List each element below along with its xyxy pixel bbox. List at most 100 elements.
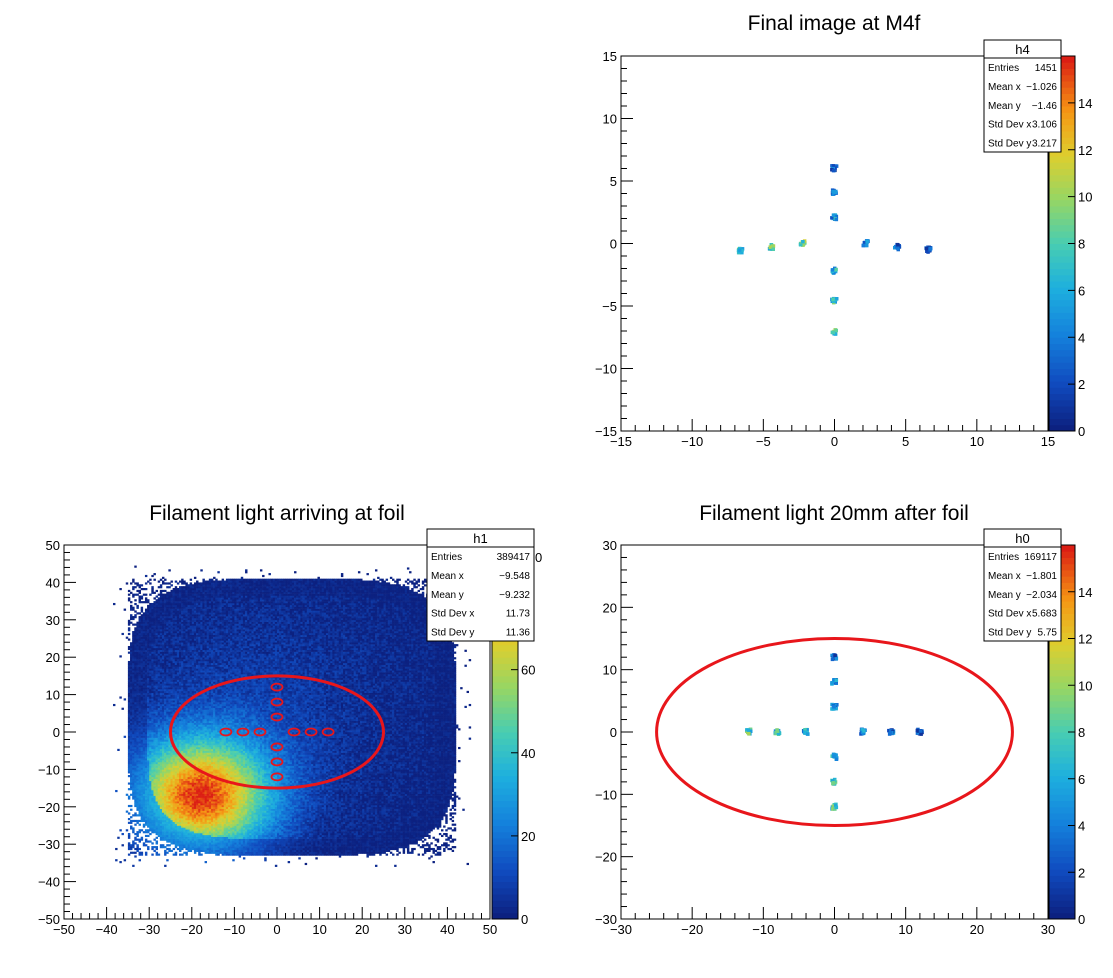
- stats-label: Entries: [431, 552, 462, 563]
- x-tick-label: −10: [681, 434, 703, 449]
- stats-label: Mean x: [431, 571, 464, 582]
- stats-label: Mean y: [431, 590, 464, 601]
- spot: [830, 678, 838, 686]
- x-tick-label: 5: [902, 434, 909, 449]
- spot: [831, 188, 838, 196]
- y-tick-label: 5: [610, 174, 617, 189]
- x-tick-label: 30: [398, 922, 412, 937]
- colorbar-tick-label: 10: [1078, 678, 1092, 693]
- stats-name: h1: [473, 531, 487, 546]
- stats-label: Mean x: [988, 82, 1021, 93]
- stats-value: 11.73: [506, 609, 531, 620]
- stats-label: Std Dev y: [988, 627, 1031, 638]
- y-tick-label: −10: [595, 787, 617, 802]
- colorbar-tick-label: 8: [1078, 237, 1085, 252]
- spot: [737, 247, 745, 255]
- y-tick-label: −10: [38, 762, 60, 777]
- spot: [893, 243, 901, 251]
- colorbar-tick-label: 60: [521, 663, 535, 678]
- stats-value: 5.75: [1038, 627, 1058, 638]
- spot: [830, 653, 838, 661]
- colorbar-tick-label: 6: [1078, 772, 1085, 787]
- x-tick-label: −40: [96, 922, 118, 937]
- spot: [802, 728, 810, 736]
- panel-final-image: Final image at M4f−15 −10 −5 0 5 10 15−15−10−5…: [595, 12, 1093, 449]
- colorbar-tick-label: 0: [521, 912, 528, 927]
- stats-value: 3.217: [1032, 138, 1057, 149]
- y-tick-label: 15: [603, 49, 617, 64]
- stats-value: −1.026: [1026, 82, 1057, 93]
- stats-value: 389417: [497, 552, 531, 563]
- y-tick-label: 0: [53, 725, 60, 740]
- stats-value: −1.801: [1026, 571, 1057, 582]
- x-tick-label: −20: [181, 922, 203, 937]
- chart-title: Final image at M4f: [748, 12, 921, 35]
- spot: [830, 803, 838, 811]
- y-tick-label: 30: [603, 538, 617, 553]
- colorbar-tick-label: 20: [521, 829, 535, 844]
- spot: [859, 728, 867, 736]
- x-tick-label: 10: [898, 922, 912, 937]
- y-tick-label: −10: [595, 362, 617, 377]
- stats-value: −1.46: [1032, 101, 1058, 112]
- stats-label: Std Dev y: [431, 627, 474, 638]
- x-tick-label: 0: [831, 434, 838, 449]
- spot: [830, 213, 838, 221]
- stats-label: Mean y: [988, 590, 1021, 601]
- colorbar-tick-label: 2: [1078, 377, 1085, 392]
- y-tick-label: −40: [38, 875, 60, 890]
- colorbar-tick-label: 8: [1078, 725, 1085, 740]
- colorbar-tick-label: 14: [1078, 96, 1092, 111]
- y-tick-label: −5: [602, 299, 617, 314]
- colorbar-tick-label: 0: [1078, 424, 1085, 439]
- stats-label: Entries: [988, 63, 1019, 74]
- colorbar-tick-label: 40: [521, 746, 535, 761]
- spot: [830, 778, 837, 786]
- spot: [830, 297, 838, 305]
- stats-value: −9.548: [499, 571, 530, 582]
- x-tick-label: −10: [752, 922, 774, 937]
- stats-name: h0: [1015, 531, 1029, 546]
- x-tick-label: 10: [970, 434, 984, 449]
- x-tick-label: −30: [138, 922, 160, 937]
- colorbar-tick-label: 2: [1078, 865, 1085, 880]
- y-tick-label: −30: [595, 912, 617, 927]
- y-tick-label: −30: [38, 837, 60, 852]
- y-tick-label: 30: [46, 613, 60, 628]
- stats-label: Std Dev x: [431, 609, 474, 620]
- chart-title: Filament light 20mm after foil: [699, 502, 969, 525]
- x-tick-label: 0: [273, 922, 280, 937]
- stats-value: 11.36: [506, 627, 531, 638]
- colorbar-tick-label: 12: [1078, 632, 1092, 647]
- spot: [768, 243, 775, 251]
- heatmap-cells: [737, 164, 933, 336]
- stats-value: −2.034: [1026, 590, 1057, 601]
- stats-label: Std Dev y: [988, 138, 1031, 149]
- stats-value: 1451: [1035, 63, 1058, 74]
- spot: [831, 328, 838, 336]
- x-tick-label: 20: [970, 922, 984, 937]
- x-tick-label: 40: [440, 922, 454, 937]
- stats-label: Std Dev x: [988, 609, 1031, 620]
- y-tick-label: 20: [46, 650, 60, 665]
- x-tick-label: 20: [355, 922, 369, 937]
- x-tick-label: 15: [1041, 434, 1055, 449]
- y-tick-label: 0: [610, 237, 617, 252]
- spot: [831, 267, 838, 275]
- y-tick-label: 10: [46, 688, 60, 703]
- heatmap-cells: [745, 653, 924, 811]
- spot: [830, 703, 838, 711]
- colorbar-top-label: 0: [535, 550, 542, 565]
- colorbar-tick-label: 6: [1078, 283, 1085, 298]
- stats-label: Std Dev x: [988, 120, 1031, 131]
- spot: [924, 246, 932, 254]
- panel-arriving-foil: Filament light arriving at foil−50 −40 −30…: [38, 502, 542, 937]
- x-tick-label: 0: [831, 922, 838, 937]
- colorbar-tick-label: 0: [1078, 912, 1085, 927]
- spot: [830, 753, 838, 761]
- spot: [916, 728, 924, 736]
- x-tick-label: −10: [223, 922, 245, 937]
- x-tick-label: −5: [756, 434, 771, 449]
